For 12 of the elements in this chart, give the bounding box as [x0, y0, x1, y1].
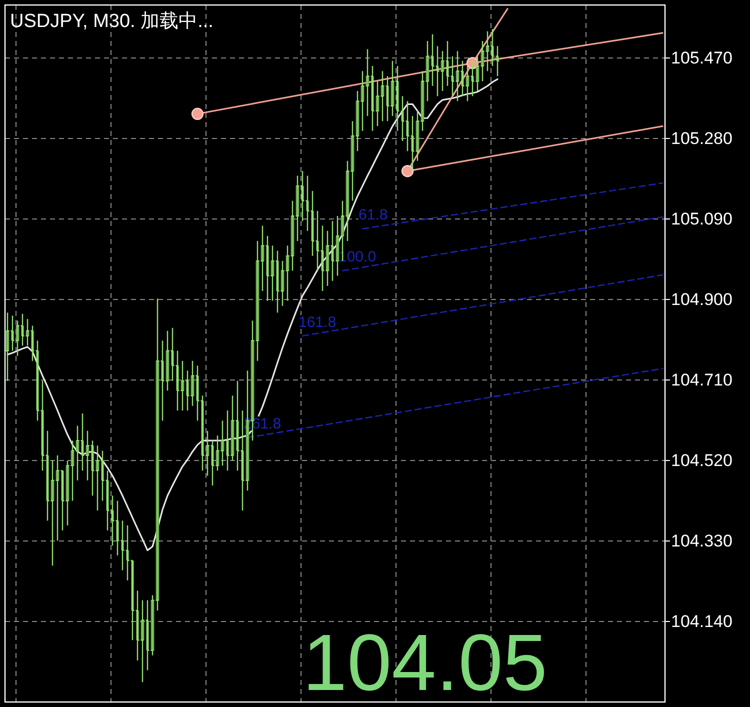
chart-title: USDJPY, M30. 加载中...	[10, 11, 214, 32]
y-tick-label: 104.900	[671, 290, 732, 309]
y-tick-label: 105.470	[671, 48, 732, 68]
annotation: 104.05	[302, 618, 548, 707]
y-tick-label: 104.140	[671, 612, 732, 631]
series-label: 161.8	[298, 314, 336, 331]
y-tick-label: 105.090	[671, 209, 732, 228]
series-label: 61.8	[358, 206, 388, 224]
y-tick-label: 104.710	[671, 370, 732, 390]
y-tick-label: 104.330	[671, 531, 732, 550]
y-tick-label: 105.280	[671, 128, 732, 148]
y-tick-label: 104.520	[671, 450, 732, 470]
